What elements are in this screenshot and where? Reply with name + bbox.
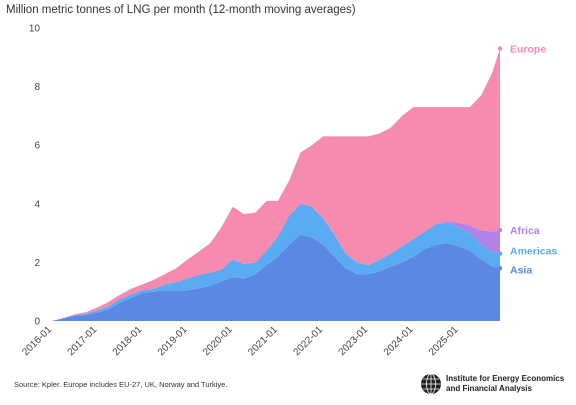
series-end-marker	[497, 227, 503, 233]
y-tick-label: 6	[34, 141, 40, 152]
series-labels: Europe Africa Americas Asia	[497, 44, 557, 277]
series-label-americas: Americas	[510, 246, 557, 258]
area-layer	[52, 48, 500, 321]
globe-icon	[421, 373, 441, 395]
chart-title: Million metric tonnes of LNG per month (…	[6, 4, 356, 16]
y-tick-label: 0	[34, 317, 40, 328]
series-label-asia: Asia	[510, 265, 532, 277]
x-tick-label: 2018-01	[111, 324, 145, 358]
x-tick-label: 2021-01	[246, 324, 280, 358]
y-tick-label: 10	[29, 24, 41, 35]
y-tick-label: 8	[34, 82, 40, 93]
x-tick-label: 2016-01	[20, 324, 54, 358]
area-europe	[52, 48, 500, 321]
series-label-africa: Africa	[510, 225, 540, 237]
series-end-marker	[497, 251, 503, 256]
x-axis: 2016-01 2017-01 2018-01 2019-01 2020-01 2021-…	[20, 324, 461, 358]
stacked-area-chart: 0 2 4 6 8 10 2016-01 2017-01 2018-01 2019-01 2020…	[20, 24, 557, 359]
series-label-europe: Europe	[510, 44, 546, 56]
y-axis: 0 2 4 6 8 10	[29, 24, 41, 328]
publisher-logo: Institute for Energy Economics and Finan…	[420, 372, 570, 400]
x-tick-label: 2024-01	[382, 324, 416, 358]
series-end-marker	[497, 46, 503, 51]
x-tick-label: 2019-01	[156, 324, 190, 358]
y-tick-label: 2	[34, 258, 40, 269]
source-note: Source: Kpler. Europe includes EU-27, UK…	[14, 380, 228, 389]
x-tick-label: 2025-01	[427, 324, 461, 358]
logo-line-2: and Financial Analysis	[446, 384, 532, 393]
y-tick-label: 4	[34, 199, 40, 210]
series-end-marker	[497, 266, 503, 271]
x-tick-label: 2023-01	[337, 324, 371, 358]
logo-line-1: Institute for Energy Economics	[446, 374, 565, 383]
x-tick-label: 2017-01	[66, 324, 100, 358]
x-tick-label: 2022-01	[291, 324, 325, 358]
x-tick-label: 2020-01	[201, 324, 235, 358]
logo-text: Institute for Energy Economics and Finan…	[446, 374, 564, 394]
area-asia	[52, 234, 500, 321]
